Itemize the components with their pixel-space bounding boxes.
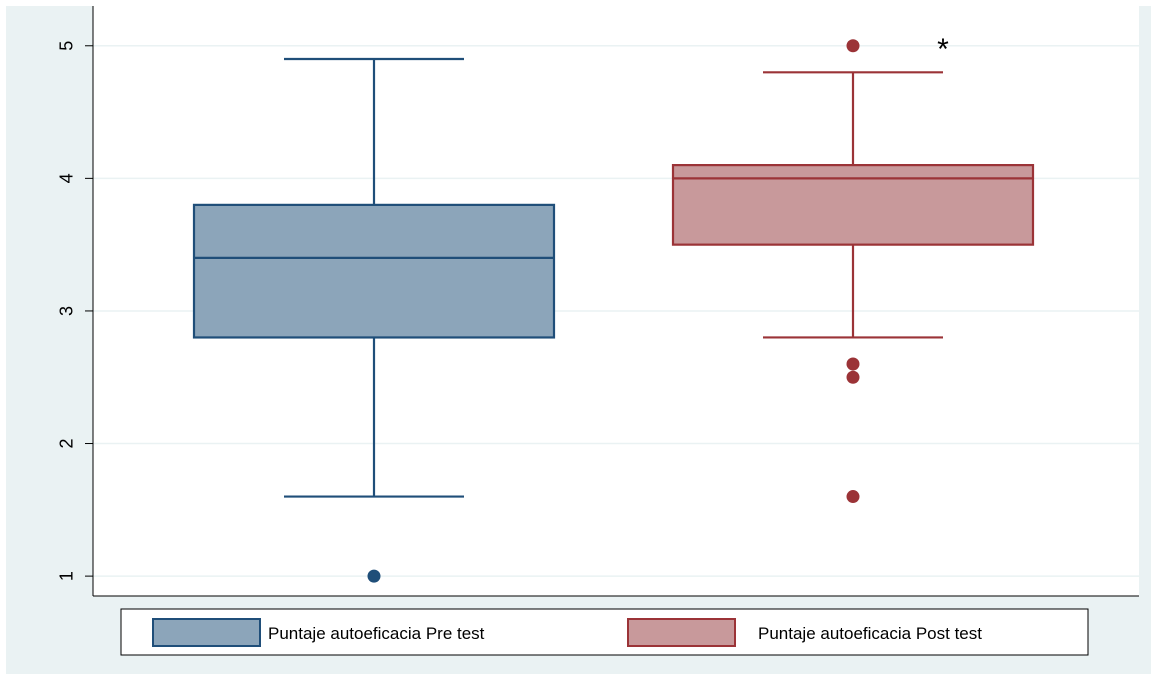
boxes — [192, 39, 1035, 583]
series-1-outlier-1 — [846, 357, 860, 371]
legend-label-pre-test: Puntaje autoeficacia Pre test — [268, 624, 485, 643]
series-1-outlier-3 — [846, 490, 860, 504]
y-tick-label-2: 2 — [56, 439, 76, 449]
series-1-outlier-2 — [846, 370, 860, 384]
series-0-outlier-0 — [367, 569, 381, 583]
y-tick-label-1: 1 — [56, 571, 76, 581]
legend-swatch-pre-test — [152, 618, 261, 647]
series-1-outlier-0 — [846, 39, 860, 53]
boxplot-chart: 1 2 3 4 5 * Puntaje autoeficacia Pre test Pu… — [56, 6, 1139, 656]
y-axis: 1 2 3 4 5 — [56, 6, 1139, 597]
legend-box — [120, 608, 1089, 656]
legend-label-post-test: Puntaje autoeficacia Post test — [758, 624, 982, 643]
y-tick-label-4: 4 — [56, 173, 76, 183]
legend-swatch-post-test — [627, 618, 736, 647]
series-1-box — [671, 164, 1035, 246]
series-0-box — [192, 203, 556, 339]
legend: Puntaje autoeficacia Pre test Puntaje au… — [120, 608, 1089, 656]
annotation-asterisk: * — [937, 33, 949, 66]
y-tick-label-5: 5 — [56, 41, 76, 51]
y-tick-label-3: 3 — [56, 306, 76, 316]
chart-frame: 1 2 3 4 5 * Puntaje autoeficacia Pre test Pu… — [6, 6, 1151, 674]
